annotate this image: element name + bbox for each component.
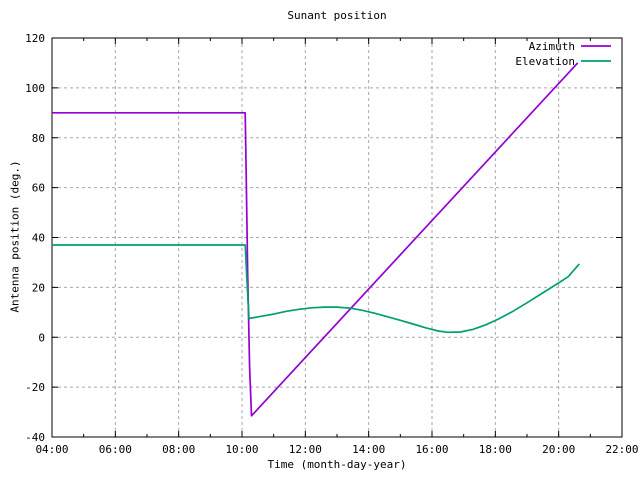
legend-label-elevation: Elevation xyxy=(515,55,575,68)
y-tick-label: 20 xyxy=(32,281,45,294)
azimuth-series-line xyxy=(52,62,579,417)
x-tick-label: 20:00 xyxy=(542,443,575,456)
x-axis-label: Time (month-day-year) xyxy=(267,458,407,471)
legend-label-azimuth: Azimuth xyxy=(529,40,575,53)
x-tick-label: 08:00 xyxy=(162,443,195,456)
x-tick-label: 14:00 xyxy=(352,443,385,456)
y-tick-label: 100 xyxy=(25,82,45,95)
y-tick-label: 0 xyxy=(38,331,45,344)
x-tick-label: 04:00 xyxy=(35,443,68,456)
x-tick-label: 16:00 xyxy=(415,443,448,456)
plot-border xyxy=(51,37,623,438)
elevation-series-line xyxy=(52,244,580,334)
x-tick-label: 18:00 xyxy=(479,443,512,456)
x-tick-label: 22:00 xyxy=(605,443,638,456)
y-tick-label: 80 xyxy=(32,132,45,145)
chart-title: Sunant position xyxy=(287,9,387,22)
y-tick-label: -40 xyxy=(25,431,45,444)
x-tick-label: 12:00 xyxy=(289,443,322,456)
y-tick-label: 60 xyxy=(32,182,45,195)
x-tick-label: 10:00 xyxy=(225,443,258,456)
y-tick-label: 120 xyxy=(25,32,45,45)
y-tick-label: -20 xyxy=(25,381,45,394)
y-tick-label: 40 xyxy=(32,232,45,245)
x-tick-label: 06:00 xyxy=(99,443,132,456)
